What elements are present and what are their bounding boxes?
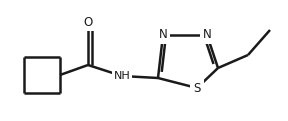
Text: NH: NH: [114, 71, 130, 81]
Text: N: N: [203, 29, 211, 42]
Text: O: O: [83, 15, 93, 29]
Text: S: S: [193, 82, 201, 95]
Text: N: N: [159, 29, 167, 42]
